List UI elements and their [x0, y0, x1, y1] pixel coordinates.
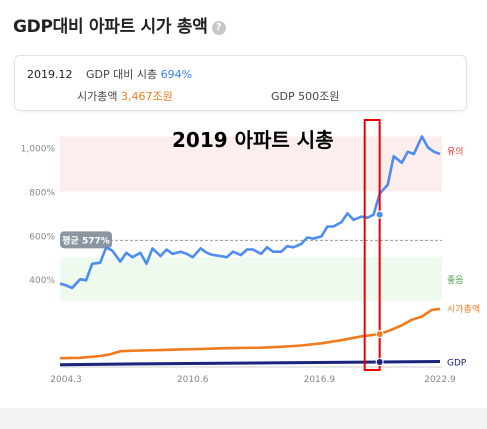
footer-bar [0, 408, 487, 429]
summary-date: 2019.12 [27, 68, 73, 81]
average-badge [60, 231, 112, 249]
title-text: GDP대비 아파트 시가 총액 [13, 17, 208, 37]
y-tick-label: 1,000% [21, 144, 56, 154]
x-tick-label: 2022.9 [424, 375, 456, 385]
mcap-value: 3,467조원 [120, 90, 173, 103]
zone-label-low: 좋음 [447, 275, 464, 286]
series-lines [59, 135, 441, 367]
low-zone-band [60, 257, 442, 302]
series-line-0 [59, 135, 441, 290]
legend-gdp: GDP [447, 359, 467, 369]
help-icon[interactable]: ? [211, 21, 226, 35]
x-tick-label: 2016.9 [304, 375, 336, 385]
zone-bands [60, 136, 442, 368]
x-tick-label: 2010.6 [177, 375, 209, 385]
highlight-dot [375, 210, 384, 219]
annotation-text: 2019 아파트 시총 [172, 128, 334, 152]
gdp-text: GDP 500조원 [271, 90, 340, 103]
highlight-dot [375, 357, 384, 366]
ratio-label: GDP 대비 시총 [86, 68, 158, 81]
chart-svg: 1,000%800%600%400% 평균 577% 2004.3 2010.6 2… [21, 119, 480, 385]
y-tick-label: 800% [29, 188, 55, 198]
series-line-1 [59, 307, 441, 360]
highlight-dot [375, 330, 384, 339]
summary-row-ratio: 2019.12 GDP 대비 시총 694% [27, 66, 192, 82]
zone-label-high: 유의 [447, 146, 464, 157]
x-tick-labels: 2004.3 2010.6 2016.9 2022.9 [50, 375, 456, 385]
y-tick-labels: 1,000% 800% 600% 400% [21, 144, 56, 286]
average-line-group: 평균 577% [60, 231, 442, 249]
x-tick-label: 2004.3 [50, 375, 82, 385]
ratio-value: 694% [160, 68, 193, 81]
series-line-2 [59, 360, 441, 367]
highlight-group: 2019 아파트 시총 [172, 119, 384, 371]
y-tick-label: 600% [29, 232, 55, 242]
mcap-label: 시가총액 [77, 90, 118, 103]
summary-row-mcap: 시가총액 3,467조원 [77, 88, 173, 104]
high-zone-band [60, 136, 442, 192]
average-label: 평균 577% [62, 234, 110, 246]
y-tick-label: 400% [29, 276, 55, 286]
page-title: GDP대비 아파트 시가 총액? [13, 12, 226, 37]
legend-mcap: 시가총액 [447, 303, 480, 315]
summary-card: 2019.12 GDP 대비 시총 694% 시가총액 3,467조원 GDP … [14, 55, 467, 111]
